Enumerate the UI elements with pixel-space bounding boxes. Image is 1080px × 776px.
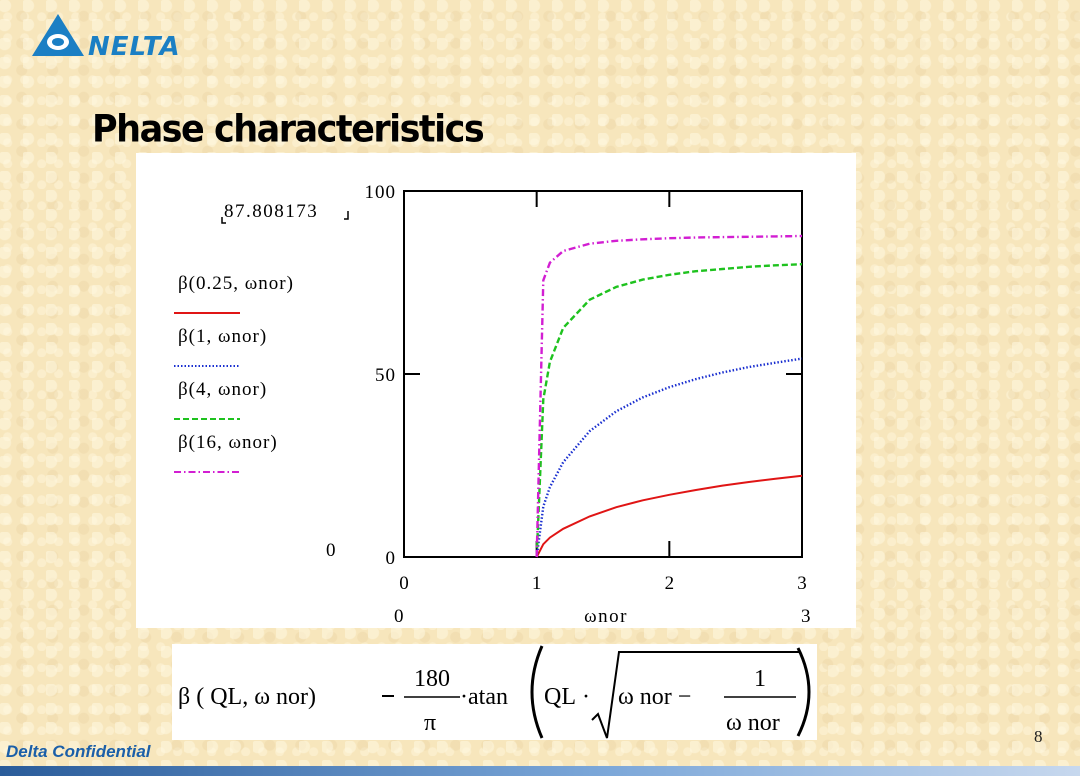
formula-inner-numerator: 1	[754, 666, 766, 692]
chart-legend: β(0.25, ωnor) β(1, ωnor) β(4, ωnor) β(16, ω…	[174, 273, 294, 473]
y-range-bottom-label: 0	[326, 540, 336, 561]
page-number: 8	[1034, 727, 1043, 746]
y-tick-label: 100	[365, 182, 397, 203]
confidential-label: Delta Confidential	[6, 742, 151, 761]
x-tick-label: 0	[399, 573, 409, 594]
x-tick-label: 1	[532, 573, 542, 594]
y-range-top-label: 87.808173	[224, 201, 318, 222]
x-range-left-label: 0	[394, 606, 404, 627]
footer-bar	[0, 766, 1080, 776]
y-tick-label: 0	[386, 548, 397, 569]
phase-chart: 87.808173 0 β(0.25, ωnor) β(1, ωnor) β(4, …	[174, 182, 811, 627]
delta-logo: NELTA	[30, 12, 190, 62]
series-line	[535, 234, 803, 558]
formula-dot: ·	[582, 684, 590, 710]
plot-frame	[403, 190, 803, 558]
formula-ql: QL	[544, 684, 576, 710]
formula-omega: ω nor −	[618, 684, 691, 710]
formula-atan: ·atan	[460, 684, 508, 710]
x-range-right-label: 3	[801, 606, 811, 627]
formula-paren-right	[796, 647, 811, 737]
series-line	[535, 357, 803, 558]
y-tick-label: 50	[375, 365, 396, 386]
slide-title: Phase characteristics	[92, 108, 485, 152]
series-group	[535, 234, 803, 558]
formula-numerator: 180	[414, 666, 450, 692]
phase-formula: β ( QL, ω nor) 180 π ·atan QL · ω nor − …	[178, 645, 811, 739]
axis-ticks: 0 1 2 3 0 50 100	[365, 182, 807, 594]
formula-lhs: β ( QL, ω nor)	[178, 684, 316, 710]
delta-triangle-icon	[32, 14, 84, 56]
legend-label: β(0.25, ωnor)	[178, 273, 294, 294]
legend-label: β(4, ωnor)	[178, 379, 267, 400]
range-bracket-left	[221, 217, 226, 224]
x-tick-label: 2	[665, 573, 675, 594]
series-line	[535, 263, 803, 558]
x-axis-label: ωnor	[584, 606, 628, 627]
formula-panel: β ( QL, ω nor) 180 π ·atan QL · ω nor − …	[172, 644, 817, 740]
logo-wordmark: NELTA	[88, 32, 181, 62]
legend-label: β(1, ωnor)	[178, 326, 267, 347]
range-bracket-right	[344, 211, 349, 220]
formula-sqrt	[591, 651, 799, 739]
x-tick-label: 3	[797, 573, 807, 594]
formula-inner-denominator: ω nor	[726, 710, 780, 736]
series-line	[535, 474, 803, 558]
formula-denominator: π	[424, 710, 436, 736]
legend-label: β(16, ωnor)	[178, 432, 278, 453]
plot-panel: 87.808173 0 β(0.25, ωnor) β(1, ωnor) β(4, …	[136, 153, 856, 628]
formula-paren-left	[530, 645, 544, 739]
